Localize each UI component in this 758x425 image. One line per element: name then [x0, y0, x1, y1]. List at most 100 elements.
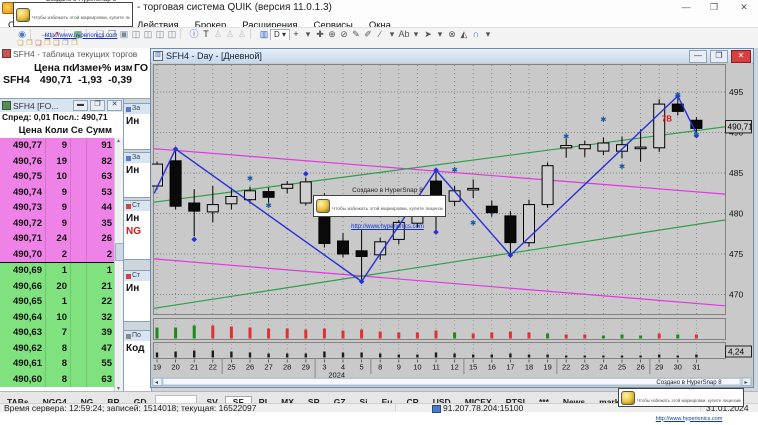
bid-row[interactable]: 490,66 20 21 — [0, 278, 115, 294]
background-window-Ст[interactable]: Ст Ин — [123, 270, 152, 322]
scroll-up-icon[interactable]: ▲ — [116, 138, 121, 144]
current-trades-titlebar[interactable]: SFH4 - таблица текущих торгов — [0, 48, 150, 59]
table-search-1-icon[interactable]: ◫ — [131, 29, 141, 39]
folder-1-icon[interactable]: ❒ — [44, 40, 51, 47]
tab-NG[interactable]: NG — [80, 397, 94, 407]
line-tool-icon[interactable]: ∕ — [379, 29, 381, 39]
user-2-icon[interactable]: ♙ — [225, 29, 235, 39]
zoom-dropdown-icon[interactable]: ▾ — [305, 29, 311, 39]
tab-GD[interactable]: GD — [133, 397, 147, 407]
tab-Si[interactable]: Si — [359, 397, 368, 407]
order-book-minimize-button[interactable]: ▬ — [73, 100, 88, 111]
ask-row[interactable]: 490,75 10 63 — [0, 169, 115, 185]
hypersnap-link[interactable]: http://www.hyperionics.com — [351, 224, 424, 230]
bid-row[interactable]: 490,62 8 47 — [0, 340, 115, 356]
archive-icon[interactable]: ❒ — [71, 40, 78, 47]
menu-item-Действия[interactable]: Действия — [136, 20, 179, 31]
chart-titlebar[interactable]: ▥ SFH4 - Day - [Дневной] — ❐ ✕ — [151, 49, 753, 64]
scroll-down-icon[interactable]: ▼ — [116, 386, 121, 392]
menu-item-Сервисы[interactable]: Сервисы — [313, 20, 353, 31]
levels-icon[interactable]: ◭ — [460, 29, 468, 39]
user-3-icon[interactable]: ♙ — [237, 29, 247, 39]
file-1-icon[interactable]: ❏ — [17, 40, 24, 47]
globe-icon[interactable]: ◉ — [18, 29, 26, 39]
table-search-4-icon[interactable]: ◫ — [167, 29, 177, 39]
text-icon[interactable]: T — [203, 29, 209, 39]
ask-row[interactable]: 490,77 9 91 — [0, 138, 115, 154]
info-icon[interactable]: ⓘ — [189, 29, 199, 39]
tab-TABs[interactable]: TABs — [7, 397, 29, 407]
circle-icon[interactable]: ⊕ — [328, 29, 336, 39]
ask-row[interactable]: 490,70 2 2 — [0, 246, 115, 263]
pointer-dropdown-icon[interactable]: ▾ — [437, 29, 443, 39]
bid-row[interactable]: 490,64 10 32 — [0, 309, 115, 325]
tab-SR[interactable]: SR — [307, 397, 320, 407]
ask-row[interactable]: 490,72 9 35 — [0, 215, 115, 231]
table-search-2-icon[interactable]: ◫ — [143, 29, 153, 39]
zoom-plus-icon[interactable]: + — [293, 29, 299, 39]
current-trades-window[interactable]: SFH4 - таблица текущих торгов Цена пс Изм… — [0, 48, 151, 99]
order-book-rows[interactable]: 490,77 9 91 490,76 19 82 490,75 10 63 490,74 9 53 49… — [0, 138, 115, 392]
bid-row[interactable]: 490,69 1 1 — [0, 263, 115, 279]
main-close-button[interactable]: ✕ — [740, 2, 748, 12]
forward-arrow-icon[interactable]: → — [39, 29, 49, 39]
menu-item-Брокер[interactable]: Брокер — [194, 20, 227, 31]
main-minimize-button[interactable]: — — [681, 2, 691, 12]
tab-SV[interactable]: SV — [206, 397, 218, 407]
bid-row[interactable]: 490,65 1 22 — [0, 294, 115, 310]
hand-icon[interactable]: ✐ — [364, 29, 372, 39]
order-book-scroll-thumb[interactable] — [115, 243, 123, 261]
background-window-Ст[interactable]: Ст Ин NG — [123, 200, 152, 260]
bid-row[interactable]: 490,61 8 55 — [0, 356, 115, 372]
table-search-3-icon[interactable]: ◫ — [155, 29, 165, 39]
tab-***[interactable]: *** — [538, 397, 549, 407]
line-dropdown-icon[interactable]: ▾ — [389, 29, 395, 39]
tab-MX[interactable]: MX — [281, 397, 294, 407]
main-maximize-button[interactable]: ❐ — [709, 2, 719, 12]
menu-item-Расширения[interactable]: Расширения — [242, 20, 298, 31]
tab-RI[interactable]: RI — [258, 397, 268, 407]
chart-close-button[interactable]: ✕ — [731, 49, 751, 63]
candlestick-chart[interactable]: 495490485480475470✱✱✱✱✱✱✱✱✱7B490,714,241… — [151, 63, 753, 386]
order-book-scrollbar[interactable]: ▲ ▼ — [114, 138, 123, 392]
tab-MICEX[interactable]: MICEX — [464, 397, 492, 407]
window-tile-icon[interactable]: ❑ — [95, 29, 105, 39]
hypersnap-link[interactable]: http://www.hyperionics.com — [44, 32, 118, 39]
current-trades-data-row[interactable]: SFH4 490,71 -1,93 -0,39 — [0, 74, 150, 86]
tab-NGG4[interactable]: NGG4 — [42, 397, 67, 407]
file-2-icon[interactable]: ❐ — [26, 40, 33, 47]
ask-row[interactable]: 490,73 9 44 — [0, 200, 115, 216]
hypersnap-link[interactable]: http://www.hyperionics.com — [655, 415, 723, 422]
arc-dropdown-icon[interactable]: ▾ — [485, 29, 491, 39]
ask-row[interactable]: 490,76 19 82 — [0, 153, 115, 169]
tab-Eu[interactable]: Eu — [381, 397, 393, 407]
bid-row[interactable]: 490,63 7 39 — [0, 325, 115, 341]
chart-icon[interactable]: ▥ — [259, 29, 269, 39]
new-table-icon[interactable]: ▦ — [73, 29, 83, 39]
mail-icon[interactable]: ❐ — [62, 40, 69, 47]
chart-maximize-button[interactable]: ❐ — [710, 49, 728, 63]
background-window-За[interactable]: За Ин — [123, 152, 152, 198]
file-alert-icon[interactable]: ❑ — [35, 40, 42, 47]
send-order-icon[interactable]: ➚ — [52, 29, 60, 39]
user-1-icon[interactable]: ♙ — [213, 29, 223, 39]
tab-RTSI[interactable]: RTSI — [505, 397, 525, 407]
bid-row[interactable]: 490,60 8 63 — [0, 371, 115, 387]
tab-USD[interactable]: USD — [432, 397, 451, 407]
eraser-icon[interactable]: ⊗ — [448, 29, 456, 39]
label-tool-icon[interactable]: Ab — [398, 29, 410, 39]
background-window-По[interactable]: По Код — [123, 330, 152, 393]
tab-News[interactable]: News — [562, 397, 586, 407]
tab-BR[interactable]: BR — [107, 397, 120, 407]
cross-icon[interactable]: ✚ — [316, 29, 324, 39]
tab-CR[interactable]: CR — [406, 397, 419, 407]
tab-GZ[interactable]: GZ — [333, 397, 346, 407]
chart-window[interactable]: ▥ SFH4 - Day - [Дневной] — ❐ ✕ 495490485… — [150, 48, 754, 388]
order-book-titlebar[interactable]: SFH4 [FO... ▬ ❐ ✕ — [0, 99, 123, 112]
order-book-window[interactable]: SFH4 [FO... ▬ ❐ ✕ Спред: 0,01 Посл.: 490… — [0, 98, 124, 393]
tab-mark[interactable]: mark — [599, 397, 620, 407]
background-window-За[interactable]: За Ин — [123, 103, 152, 150]
folder-2-icon[interactable]: ❏ — [53, 40, 60, 47]
label-dropdown-icon[interactable]: ▾ — [413, 29, 419, 39]
tab-SF[interactable]: SF — [224, 396, 252, 407]
